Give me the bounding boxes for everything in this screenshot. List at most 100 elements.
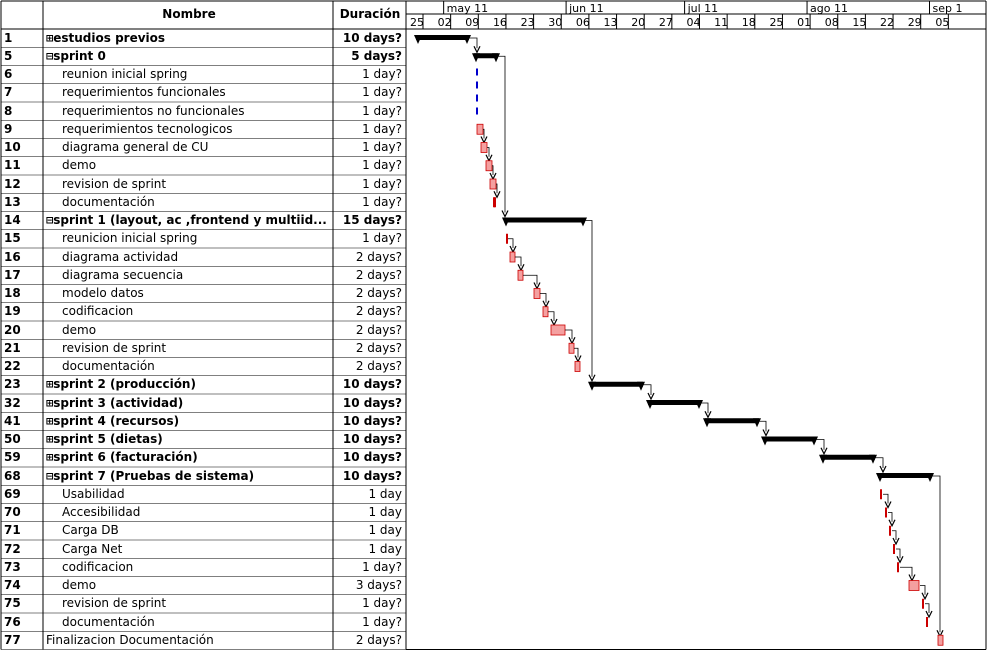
task-label: demo (62, 578, 97, 592)
dependency-line (892, 530, 897, 540)
task-name[interactable]: documentación (46, 194, 330, 211)
dependency-line (565, 329, 573, 340)
task-name[interactable]: reunicion inicial spring (46, 230, 330, 247)
day-label: 02 (438, 16, 452, 29)
collapse-icon[interactable]: ⊟ (46, 468, 54, 483)
day-label: 09 (465, 16, 479, 29)
task-name[interactable]: revision de sprint (46, 176, 330, 193)
expand-icon[interactable]: ⊞ (46, 30, 54, 45)
task-duration: 1 day? (362, 103, 402, 118)
task-duration: 2 days? (355, 286, 402, 300)
task-label: Accesibilidad (62, 505, 141, 519)
task-name[interactable]: Carga DB (46, 522, 330, 539)
task-label: sprint 4 (recursos) (53, 413, 180, 428)
task-duration: 2 days? (355, 249, 402, 264)
row-id: 19 (4, 304, 21, 319)
task-name[interactable]: documentación (46, 614, 330, 631)
task-label: requerimientos no funcionales (62, 103, 245, 118)
task-name[interactable]: codificacion (46, 303, 330, 320)
task-name[interactable]: demo (46, 157, 330, 174)
expand-icon[interactable]: ⊞ (46, 395, 54, 410)
task-name[interactable]: modelo datos (46, 285, 330, 302)
row-id: 7 (4, 85, 13, 100)
expand-icon[interactable]: ⊞ (46, 450, 54, 465)
summary-task-name[interactable]: ⊞sprint 3 (actividad) (46, 395, 330, 412)
summary-task-name[interactable]: ⊞sprint 4 (recursos) (46, 413, 330, 430)
task-bar (480, 142, 488, 153)
task-label: reunicion inicial spring (62, 231, 198, 246)
summary-bar-cap (819, 454, 827, 464)
task-name[interactable]: requerimientos tecnologicos (46, 121, 330, 138)
summary-bar-cap (695, 400, 703, 409)
summary-task-name[interactable]: ⊞sprint 5 (dietas) (46, 431, 330, 448)
row-id: 59 (4, 450, 21, 465)
task-name[interactable]: codificacion (46, 559, 330, 576)
task-name[interactable]: documentación (46, 358, 330, 375)
task-name[interactable]: reunion inicial spring (46, 66, 330, 83)
dependency-arrow (884, 501, 892, 509)
task-name[interactable]: revision de sprint (46, 340, 330, 357)
expand-icon[interactable]: ⊞ (46, 432, 54, 446)
dependency-arrow (493, 190, 501, 199)
summary-bar (705, 418, 759, 424)
summary-bar-cap (414, 35, 422, 44)
dependency-line (585, 220, 593, 377)
row-id: 73 (4, 559, 21, 574)
summary-bar (590, 381, 643, 387)
task-duration: 2 days? (355, 359, 402, 373)
task-name[interactable]: revision de sprint (46, 595, 330, 612)
day-label: 25 (410, 16, 424, 29)
month-label: jun 11 (568, 2, 604, 15)
task-label: requerimientos tecnologicos (62, 121, 233, 136)
task-name[interactable]: diagrama actividad (46, 249, 330, 266)
task-label: documentación (62, 614, 155, 629)
row-id: 18 (4, 286, 21, 300)
dependency-arrow (501, 210, 509, 218)
task-name[interactable]: demo (46, 577, 330, 594)
task-label: Usabilidad (62, 486, 125, 501)
task-label: Finalizacion Documentación (46, 632, 214, 647)
collapse-icon[interactable]: ⊟ (46, 213, 54, 227)
task-bar (568, 342, 575, 354)
task-label: documentación (62, 359, 155, 373)
task-name[interactable]: requerimientos funcionales (46, 84, 330, 101)
expand-icon[interactable]: ⊞ (46, 377, 54, 392)
summary-bar-cap (502, 217, 510, 227)
dependency-line (900, 566, 913, 577)
task-name[interactable]: Accesibilidad (46, 504, 330, 521)
row-id: 10 (4, 140, 21, 154)
task-label: documentación (62, 194, 155, 209)
task-name[interactable]: Usabilidad (46, 486, 330, 503)
row-id: 11 (4, 158, 21, 173)
task-name[interactable]: Carga Net (46, 541, 330, 558)
summary-task-name[interactable]: ⊞sprint 6 (facturación) (46, 449, 330, 466)
summary-task-name[interactable]: ⊟sprint 1 (layout, ac ,frontend y multii… (46, 212, 330, 229)
row-id: 77 (4, 632, 21, 647)
column-header-name[interactable]: Nombre (162, 7, 216, 21)
task-name[interactable]: Finalizacion Documentación (46, 632, 330, 649)
summary-task-name[interactable]: ⊟sprint 0 (46, 48, 330, 65)
task-label: revision de sprint (62, 340, 167, 355)
task-duration: 1 day (368, 486, 402, 501)
collapse-icon[interactable]: ⊟ (46, 48, 54, 63)
dependency-line (523, 274, 538, 285)
summary-task-name[interactable]: ⊟sprint 7 (Pruebas de sistema) (46, 468, 330, 485)
dependency-arrow (762, 429, 770, 437)
task-name[interactable]: demo (46, 322, 330, 339)
task-name[interactable]: diagrama general de CU (46, 139, 330, 156)
dependency-line (548, 311, 555, 321)
summary-bar-cap (876, 473, 884, 482)
column-header-duration[interactable]: Duración (339, 7, 401, 21)
expand-icon[interactable]: ⊞ (46, 413, 54, 428)
month-label: ago 11 (810, 2, 848, 15)
task-label: Carga Net (62, 541, 123, 556)
day-label: 13 (604, 16, 618, 29)
summary-task-name[interactable]: ⊞estudios previos (46, 30, 330, 47)
task-bar (893, 544, 895, 554)
summary-task-name[interactable]: ⊞sprint 2 (producción) (46, 376, 330, 393)
task-duration: 10 days? (342, 377, 402, 392)
task-name[interactable]: diagrama secuencia (46, 267, 330, 284)
task-name[interactable]: requerimientos no funcionales (46, 103, 330, 120)
row-id: 75 (4, 596, 21, 611)
